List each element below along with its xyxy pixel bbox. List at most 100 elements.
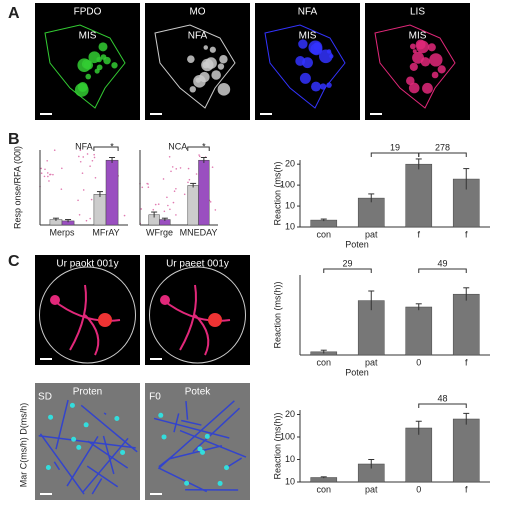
scatter-dot (175, 214, 177, 216)
image-inset: MIS (299, 31, 317, 42)
blob (209, 46, 216, 53)
scatter-dot (79, 160, 82, 163)
image-title: Proten (73, 387, 102, 398)
y-tick-label: 20 (285, 159, 295, 169)
x-tick-label: Merps (49, 227, 75, 237)
bar (198, 159, 210, 226)
dendrite (80, 404, 138, 453)
scatter-dot (89, 217, 91, 220)
cell-outline (374, 24, 456, 109)
blob (203, 45, 209, 50)
bar (93, 194, 107, 226)
annotation: NFA (75, 141, 93, 151)
blob (319, 83, 327, 90)
scatter-dot (163, 210, 166, 213)
blob (415, 39, 426, 50)
panel-label: A (8, 5, 20, 22)
blob (329, 54, 334, 59)
scatter-dot (198, 155, 201, 158)
annotation: 278 (435, 142, 450, 152)
bar (452, 293, 480, 356)
blob (111, 62, 118, 69)
blob (295, 56, 306, 66)
spot (69, 402, 75, 408)
bracket (418, 152, 467, 157)
x-tick-label: pat (365, 229, 378, 239)
blob (85, 73, 92, 80)
scatter-dot (82, 189, 85, 191)
y-axis-label: Reaction (ms(h)) (272, 281, 282, 348)
y-axis-label: Reaction (ms(h)) (272, 412, 282, 479)
dendrite (192, 407, 241, 453)
blob (202, 61, 210, 69)
annotation: 19 (390, 142, 400, 152)
scatter-dot (52, 173, 54, 176)
blob (409, 62, 418, 71)
dendrite (82, 437, 129, 493)
blob (427, 43, 436, 52)
scatter-dot (40, 172, 43, 175)
scatter-dot (141, 186, 144, 189)
dendrite (91, 478, 103, 495)
scatter-dot (167, 204, 169, 207)
blob (406, 76, 415, 86)
blob (103, 56, 111, 65)
dendrite (227, 457, 243, 468)
blob (326, 49, 332, 54)
scatter-dot (82, 156, 85, 158)
scatter-dot (53, 149, 56, 152)
spot (224, 465, 230, 471)
y-tick-label: 10 (285, 454, 295, 464)
image-title: Ur paokt 001y (56, 259, 118, 270)
scatter-dot (94, 176, 97, 179)
annotation: 48 (437, 393, 447, 403)
blob (217, 63, 225, 70)
dendrite (153, 417, 230, 439)
scatter-dot (188, 178, 191, 181)
blob (299, 72, 311, 84)
annotation: 29 (342, 258, 352, 268)
blob (98, 42, 108, 52)
image-title: NFA (298, 7, 318, 18)
dendrite (87, 440, 129, 469)
annotation: NCA (168, 141, 187, 151)
blob (412, 49, 417, 54)
x-tick-label: f (417, 229, 420, 239)
dendrite (168, 445, 223, 460)
soma (160, 295, 170, 305)
spot (184, 480, 190, 486)
scatter-dot (162, 178, 165, 180)
scatter-dot (147, 186, 150, 189)
cell-outline (154, 24, 236, 109)
annotation: 49 (437, 258, 447, 268)
x-tick-label: con (316, 357, 331, 367)
x-tick-label: MFrAY (92, 227, 119, 237)
spot (114, 416, 120, 422)
scatter-dot (187, 167, 190, 170)
spot (161, 434, 167, 440)
x-tick-label: f (465, 357, 468, 367)
scatter-dot (78, 155, 80, 158)
scatter-dot (46, 172, 49, 174)
blob (298, 39, 308, 49)
y-axis-label: Reaction (ms(h) (272, 161, 282, 225)
x-tick-label: WFrge (146, 227, 173, 237)
scatter-dot (171, 166, 174, 168)
bar (452, 178, 480, 228)
x-tick-label: pat (365, 357, 378, 367)
blob (74, 83, 89, 97)
scatter-dot (146, 182, 148, 185)
y-tick-label: 10 (285, 200, 295, 210)
bracket (418, 403, 467, 408)
scatter-dot (79, 149, 82, 152)
image-title: LIS (410, 7, 425, 18)
x-tick-label: MNEDAY (180, 227, 218, 237)
scatter-dot (47, 175, 49, 178)
spot (76, 444, 82, 450)
scatter-dot (140, 208, 143, 210)
scatter-dot (78, 213, 81, 216)
dendrite (55, 399, 69, 450)
dendrite (53, 461, 61, 471)
annotation: * (110, 141, 114, 151)
scatter-dot (209, 201, 212, 203)
